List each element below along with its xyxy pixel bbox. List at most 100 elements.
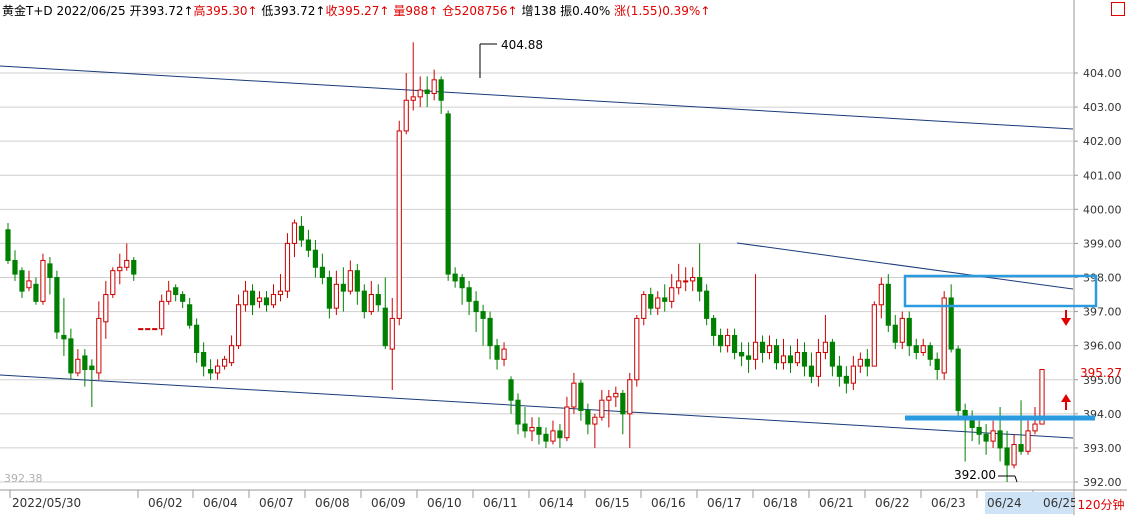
- trend-line-top: [0, 65, 1074, 130]
- x-tick-label: 06/18: [763, 496, 798, 510]
- candle: [557, 424, 563, 448]
- overlay-annotations: 404.88 392.00 392.38 395.27: [4, 38, 1122, 485]
- candle: [361, 284, 367, 319]
- candle: [585, 403, 591, 435]
- max-price-label: 404.88: [501, 38, 543, 52]
- candle: [487, 311, 493, 360]
- candle: [33, 277, 39, 305]
- candle: [920, 338, 926, 356]
- candle: [725, 328, 731, 353]
- candle: [983, 424, 989, 455]
- candle: [382, 277, 388, 350]
- candle: [508, 376, 514, 414]
- candle: [396, 120, 402, 326]
- x-tick-label: 2022/05/30: [12, 496, 81, 510]
- candle: [627, 372, 633, 448]
- candle: [180, 291, 186, 309]
- candle: [676, 263, 682, 295]
- min-price-label: 392.00: [954, 468, 996, 482]
- arrow-up-icon: [1061, 394, 1071, 410]
- y-tick-label: 403.00: [1083, 101, 1122, 114]
- expand-icon[interactable]: [1111, 2, 1125, 16]
- candle: [850, 355, 856, 390]
- candle: [550, 420, 556, 445]
- candle: [459, 274, 465, 305]
- candle: [61, 297, 67, 356]
- candle: [690, 267, 696, 292]
- y-tick-label: 397.00: [1083, 306, 1122, 319]
- y-tick-label: 399.00: [1083, 237, 1122, 250]
- candle: [731, 328, 738, 360]
- candle: [138, 328, 144, 331]
- candle: [822, 314, 829, 360]
- candle: [277, 274, 284, 302]
- change: 涨(1.55)0.39%↑: [614, 4, 711, 18]
- candle: [389, 297, 395, 390]
- candle: [620, 389, 626, 435]
- x-tick-label: 06/16: [651, 496, 686, 510]
- candle: [228, 335, 235, 367]
- candle: [641, 291, 647, 326]
- high-price: 高395.30↑: [193, 4, 258, 18]
- candle: [738, 342, 745, 367]
- x-tick-label: 06/04: [203, 496, 238, 510]
- candle: [697, 243, 703, 302]
- candle: [263, 291, 270, 312]
- resistance-box: [903, 274, 1098, 308]
- candle: [466, 280, 472, 315]
- candle: [752, 274, 759, 370]
- period-selector[interactable]: 120分钟: [1075, 495, 1127, 515]
- candle: [354, 263, 360, 305]
- x-tick-label: 06/23: [931, 496, 966, 510]
- candle: [201, 342, 207, 377]
- candle: [543, 427, 549, 448]
- candle: [1018, 400, 1024, 455]
- candle: [480, 304, 486, 346]
- candle: [683, 267, 689, 292]
- y-tick-label: 392.00: [1083, 476, 1122, 489]
- candle: [857, 352, 863, 373]
- y-tick-label: 395.00: [1083, 374, 1122, 387]
- candle: [12, 250, 18, 281]
- candle: [333, 270, 339, 315]
- x-tick-label: 06/10: [427, 496, 462, 510]
- y-tick-label: 398.00: [1083, 272, 1122, 285]
- candle: [815, 338, 822, 387]
- candle: [773, 338, 780, 370]
- candle: [955, 345, 961, 418]
- candle: [194, 318, 200, 363]
- candle: [452, 267, 458, 288]
- candle: [718, 328, 724, 353]
- candle: [934, 352, 940, 380]
- candle: [187, 297, 193, 329]
- candle: [843, 366, 849, 394]
- candle: [235, 294, 242, 350]
- candle: [82, 349, 88, 387]
- quote-date: 2022/06/25: [56, 4, 126, 18]
- candle: [473, 291, 479, 333]
- candle: [927, 342, 933, 367]
- candle: [326, 270, 332, 319]
- candle: [347, 260, 353, 295]
- open-interest: 仓5208756↑: [442, 4, 518, 18]
- x-tick-label: 06/25: [1043, 496, 1078, 510]
- candle: [270, 284, 277, 309]
- candle: [711, 314, 717, 346]
- candle: [606, 389, 612, 428]
- candle: [375, 284, 381, 312]
- candle: [166, 280, 172, 305]
- candle: [522, 407, 528, 438]
- candle: [110, 267, 116, 298]
- candle: [152, 328, 158, 331]
- y-tick-label: 400.00: [1083, 203, 1122, 216]
- candle: [969, 410, 975, 442]
- candle: [578, 379, 584, 421]
- candle: [899, 311, 905, 350]
- candle: [564, 396, 570, 442]
- x-tick-label: 06/11: [483, 496, 518, 510]
- candle: [1032, 407, 1038, 435]
- candle: [766, 335, 773, 360]
- close-price: 收395.27↑: [325, 4, 390, 18]
- x-tick-label: 06/09: [371, 496, 406, 510]
